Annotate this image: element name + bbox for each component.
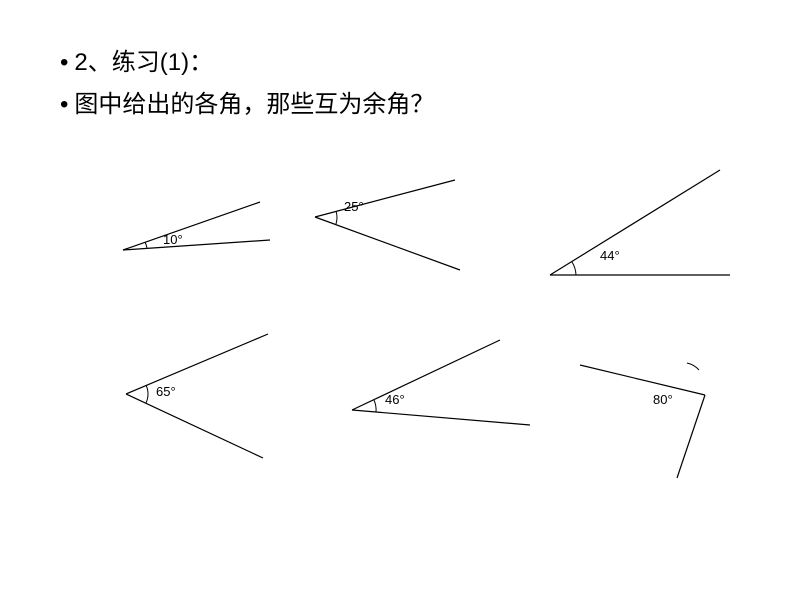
angle-46: 46° — [330, 330, 550, 450]
exercise-num: 2 — [74, 49, 87, 76]
angle-65: 65° — [108, 326, 308, 466]
angle-44: 44° — [540, 160, 750, 290]
angle-80: 80° — [565, 330, 775, 480]
title-line-1: • 2、练习(1)： — [60, 42, 213, 77]
angle-10: 10° — [95, 185, 295, 275]
title-line-2: • 图中给出的各角，那些互为余角？ — [60, 84, 434, 119]
angle-10-label: 10° — [163, 232, 183, 247]
angle-44-label: 44° — [600, 248, 620, 263]
angle-25-label: 25° — [344, 199, 364, 214]
angle-46-label: 46° — [385, 392, 405, 407]
angle-80-label: 80° — [653, 392, 673, 407]
angle-25: 25° — [300, 172, 500, 282]
angle-65-label: 65° — [156, 384, 176, 399]
